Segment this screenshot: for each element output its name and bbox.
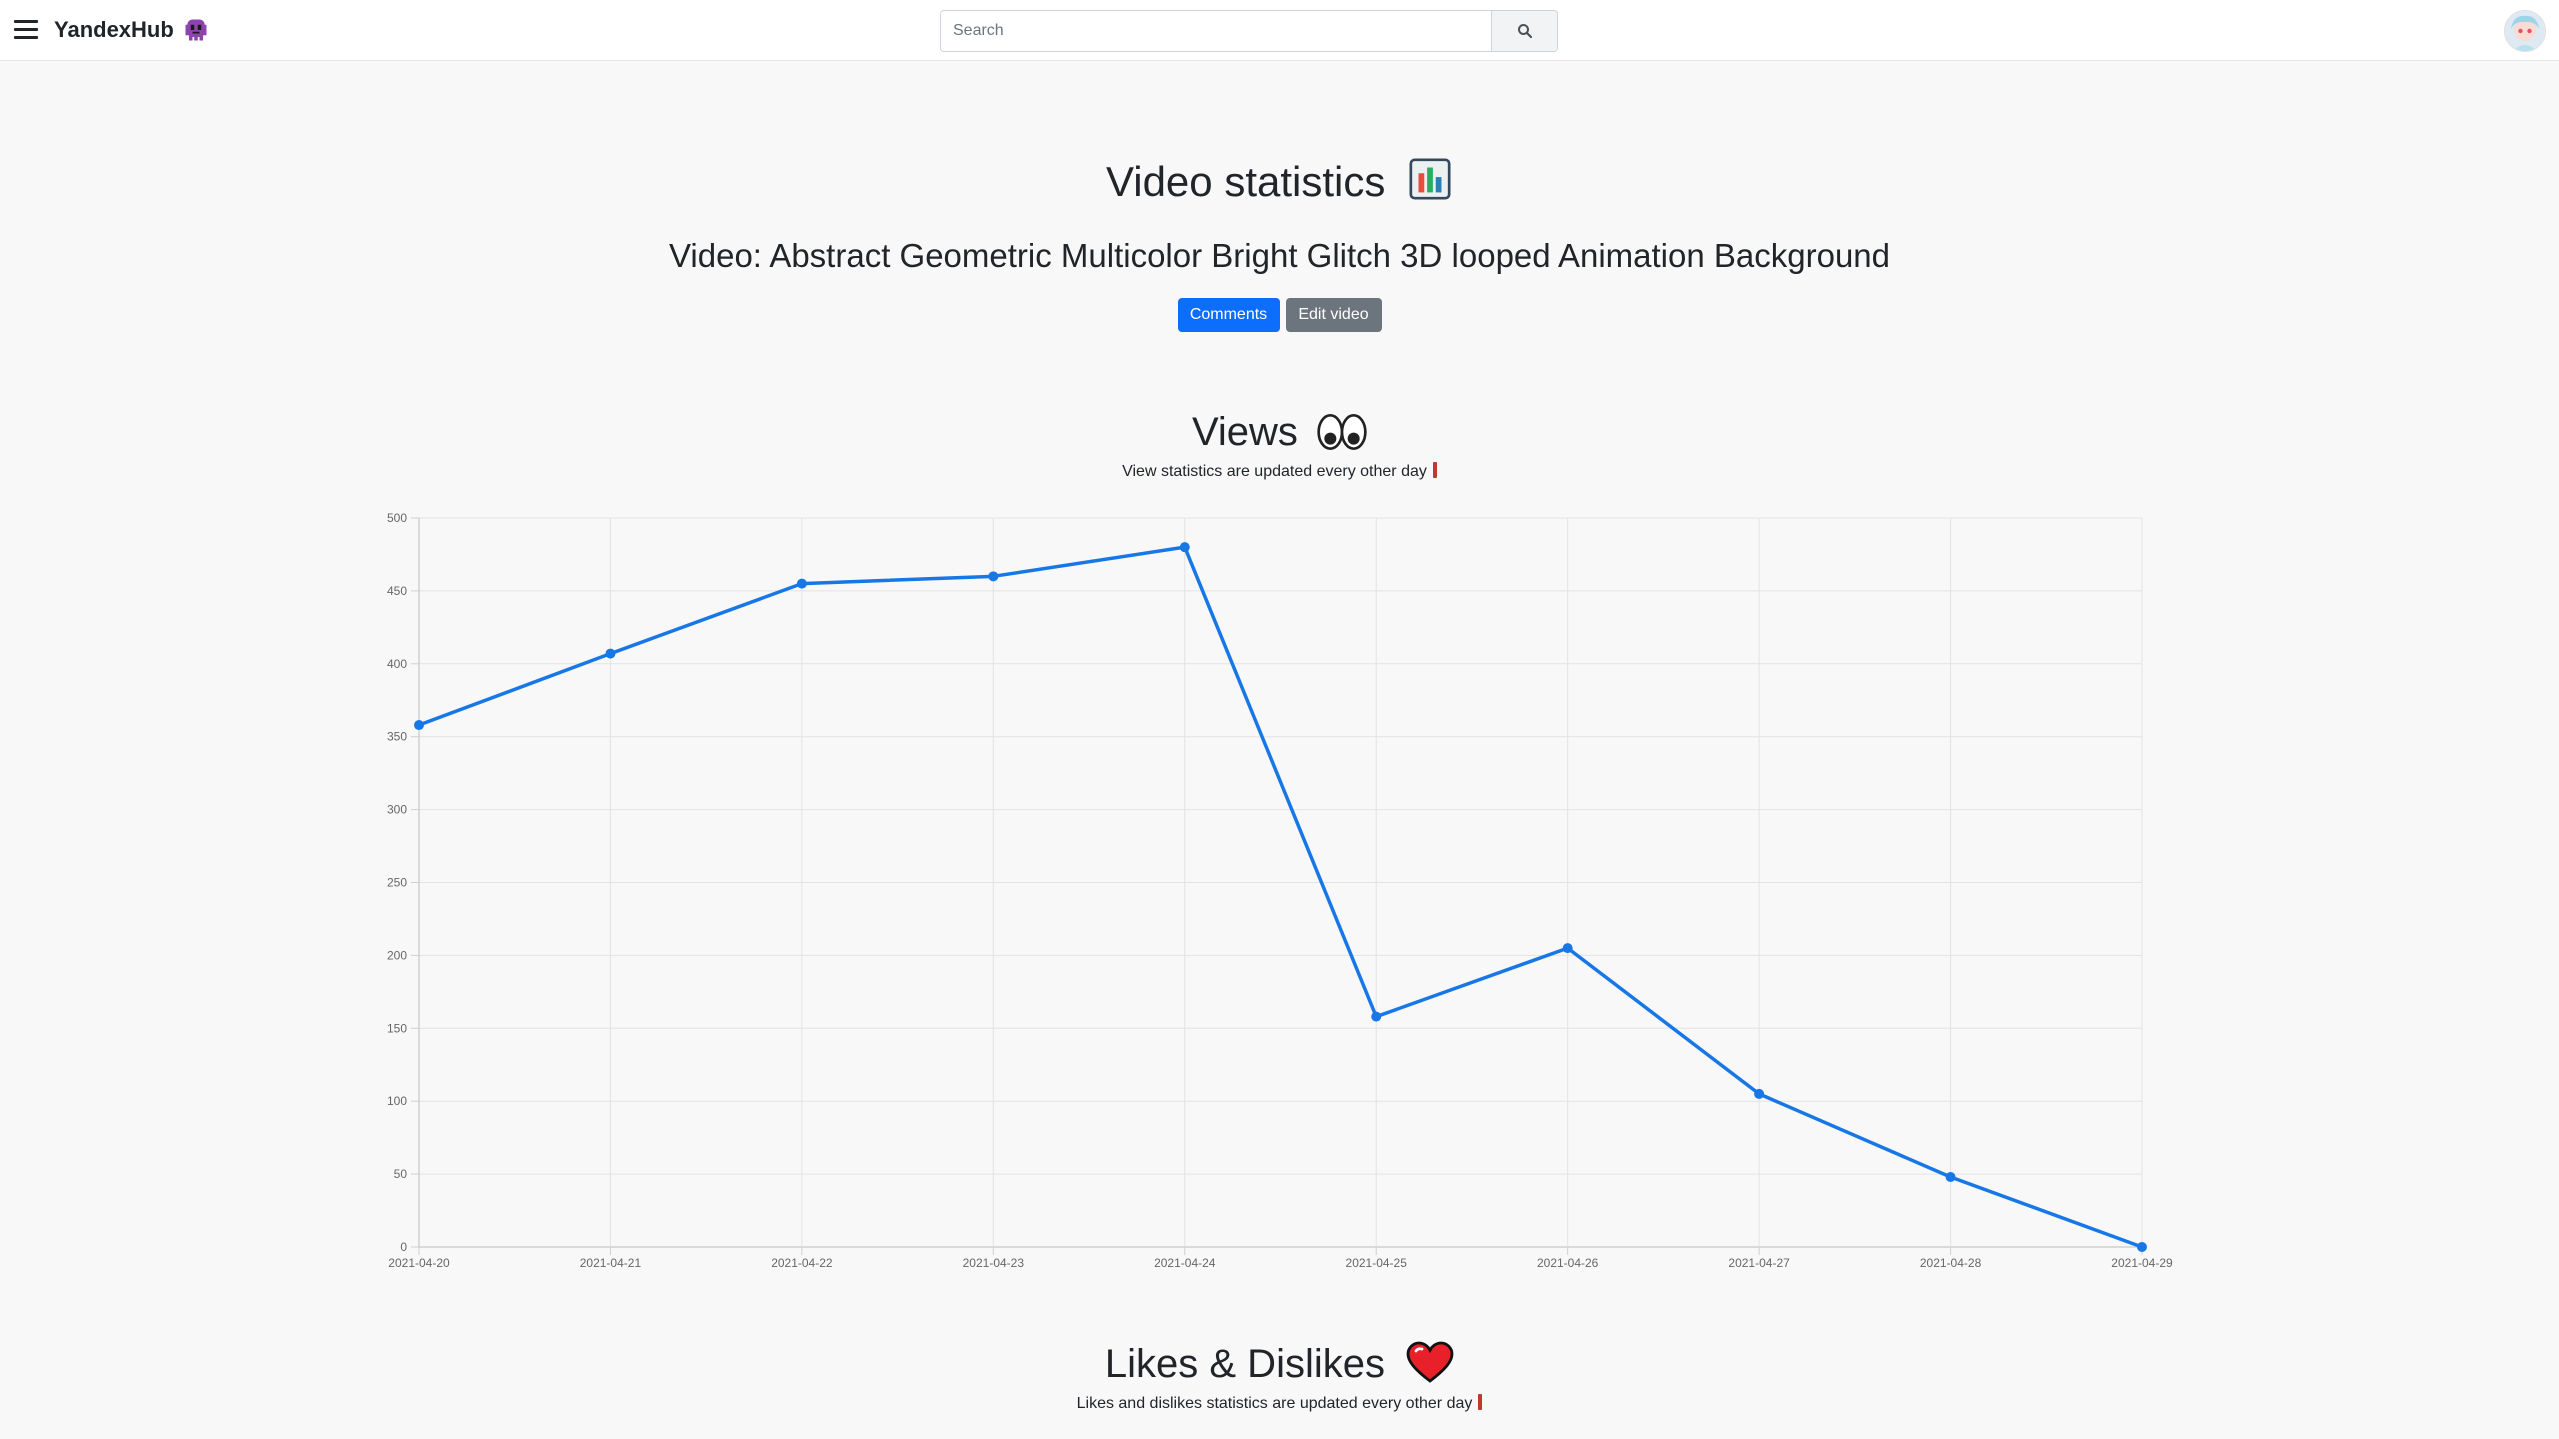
- x-tick-label: 2021-04-23: [963, 1256, 1025, 1270]
- page-title: Video statistics: [0, 152, 2559, 212]
- eyes-icon: [1317, 414, 1367, 450]
- search-bar: [940, 10, 1558, 52]
- x-tick-label: 2021-04-28: [1920, 1256, 1982, 1270]
- y-tick-label: 100: [387, 1094, 407, 1108]
- x-tick-label: 2021-04-24: [1154, 1256, 1216, 1270]
- x-tick-label: 2021-04-25: [1346, 1256, 1408, 1270]
- user-avatar[interactable]: [2504, 10, 2546, 52]
- data-point: [988, 571, 999, 582]
- comments-button[interactable]: Comments: [1177, 298, 1280, 332]
- views-data-points: [414, 542, 2147, 1252]
- chart-axes: [411, 517, 2143, 1255]
- data-point: [1754, 1088, 1765, 1099]
- x-tick-label: 2021-04-29: [2111, 1256, 2173, 1270]
- y-tick-label: 300: [387, 803, 407, 817]
- search-button[interactable]: [1491, 11, 1557, 51]
- likes-title: Likes & Dislikes: [0, 1336, 2559, 1392]
- likes-title-text: Likes & Dislikes: [1104, 1342, 1385, 1386]
- heart-icon: [1406, 1341, 1454, 1383]
- y-tick-label: 350: [387, 730, 407, 744]
- data-point: [1945, 1172, 1956, 1183]
- brand-name[interactable]: YandexHub: [54, 17, 174, 42]
- action-buttons: Comments Edit video: [0, 298, 2559, 332]
- x-tick-label: 2021-04-27: [1728, 1256, 1790, 1270]
- likes-note: Likes and dislikes statistics are update…: [0, 1392, 2559, 1416]
- video-title: Video: Abstract Geometric Multicolor Bri…: [669, 237, 1890, 274]
- data-point: [796, 578, 807, 589]
- bar-chart-icon: [1409, 158, 1451, 200]
- views-title: Views: [0, 404, 2559, 460]
- y-tick-label: 500: [387, 511, 407, 525]
- hamburger-menu-icon[interactable]: [14, 20, 38, 40]
- magnifier-icon: [1517, 24, 1532, 39]
- y-tick-label: 200: [387, 948, 407, 962]
- views-note: View statistics are updated every other …: [0, 460, 2559, 484]
- data-point: [1179, 542, 1190, 553]
- search-input[interactable]: [941, 11, 1491, 51]
- top-navbar: YandexHub: [0, 0, 2559, 61]
- y-tick-label: 50: [394, 1167, 408, 1181]
- views-series-line: [418, 545, 2143, 1249]
- avatar-image: [2505, 11, 2545, 51]
- y-tick-label: 400: [387, 657, 407, 671]
- data-point: [1562, 943, 1573, 954]
- edit-video-button[interactable]: Edit video: [1285, 298, 1382, 332]
- alien-monster-icon: [185, 19, 207, 41]
- views-note-text: View statistics are updated every other …: [1122, 463, 1427, 480]
- page-title-text: Video statistics: [1105, 158, 1386, 205]
- data-point: [2137, 1242, 2147, 1252]
- y-tick-labels: 0 50 100 150 200 250 300 350 400 450 500: [387, 511, 407, 1254]
- y-tick-label: 150: [387, 1021, 407, 1035]
- x-tick-label: 2021-04-21: [580, 1256, 642, 1270]
- x-tick-label: 2021-04-26: [1537, 1256, 1599, 1270]
- data-point: [414, 720, 424, 731]
- views-line-chart: 0 50 100 150 200 250 300 350 400 450 500 2021-04-2…: [387, 511, 2173, 1270]
- x-tick-label: 2021-04-20: [388, 1256, 450, 1270]
- x-tick-label: 2021-04-22: [771, 1256, 833, 1270]
- brand[interactable]: YandexHub: [54, 14, 210, 46]
- views-title-text: Views: [1191, 410, 1298, 454]
- likes-note-text: Likes and dislikes statistics are update…: [1076, 1395, 1473, 1412]
- x-tick-labels: 2021-04-20 2021-04-21 2021-04-22 2021-04-23…: [388, 1256, 2173, 1270]
- data-point: [605, 648, 616, 659]
- red-bar-icon: [1478, 1394, 1483, 1410]
- data-point: [1371, 1011, 1382, 1022]
- y-tick-label: 0: [400, 1240, 407, 1254]
- red-bar-icon: [1432, 462, 1437, 478]
- y-tick-label: 450: [387, 584, 407, 598]
- chart-grid: [418, 517, 2143, 1248]
- y-tick-label: 250: [387, 876, 407, 890]
